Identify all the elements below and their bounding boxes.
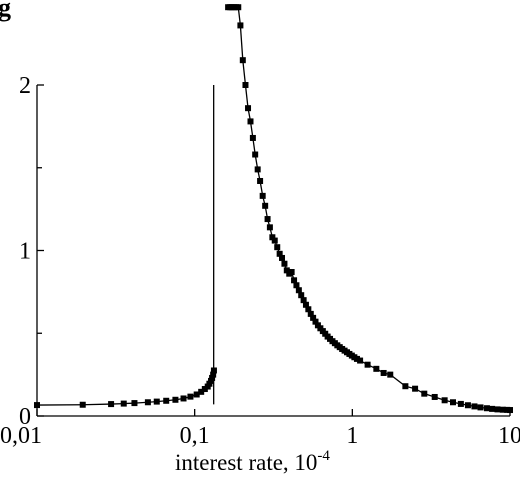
x-tick-label: 0,01 xyxy=(0,423,42,449)
data-point xyxy=(269,234,276,241)
data-point xyxy=(144,399,151,406)
x-tick-label: 0,1 xyxy=(180,423,210,449)
data-point xyxy=(489,405,496,412)
data-point xyxy=(364,361,371,368)
data-point xyxy=(387,371,394,378)
y-tick-label: 2 xyxy=(19,73,31,99)
data-point xyxy=(412,385,419,392)
data-point xyxy=(259,192,266,199)
data-point xyxy=(276,250,283,257)
data-point xyxy=(209,374,216,381)
data-point xyxy=(249,134,256,141)
x-ticks: 0,01 0,1 1 10 xyxy=(0,409,520,449)
data-point xyxy=(402,383,409,390)
data-point xyxy=(307,310,314,317)
data-point xyxy=(457,400,464,407)
y-tick-label: 1 xyxy=(19,239,31,265)
data-point xyxy=(431,393,438,400)
data-point xyxy=(450,399,456,406)
figure-title: g xyxy=(0,0,11,22)
data-point xyxy=(302,301,309,308)
data-point xyxy=(357,357,364,364)
plot-series xyxy=(34,4,513,414)
data-point xyxy=(120,400,127,407)
data-point xyxy=(235,4,242,11)
data-point xyxy=(499,406,506,413)
data-point xyxy=(198,388,205,395)
data-point xyxy=(262,202,269,209)
data-point xyxy=(239,57,246,64)
data-point xyxy=(108,401,115,408)
data-point xyxy=(494,406,501,413)
figure-title-prefix: g xyxy=(0,0,11,22)
data-point xyxy=(131,400,138,407)
data-point xyxy=(34,402,40,409)
x-axis-label-text: interest rate, 10 xyxy=(175,450,317,475)
data-point xyxy=(291,277,298,284)
data-point xyxy=(172,396,179,403)
data-point xyxy=(210,367,217,374)
data-point xyxy=(421,390,428,397)
data-point xyxy=(210,371,217,378)
data-point xyxy=(252,151,259,158)
data-point xyxy=(288,269,295,276)
data-point xyxy=(373,365,380,372)
data-point xyxy=(257,177,264,184)
data-point xyxy=(298,292,305,299)
data-point xyxy=(507,407,513,414)
x-tick-label: 10 xyxy=(498,423,520,449)
data-point xyxy=(477,404,484,411)
data-point xyxy=(163,397,170,404)
y-ticks: 0 1 2 xyxy=(19,73,44,430)
data-point xyxy=(310,314,317,321)
x-axis-label: interest rate, 10-4 xyxy=(175,448,330,475)
data-point xyxy=(295,287,302,294)
data-point xyxy=(153,398,160,405)
data-point xyxy=(281,260,288,267)
x-tick-label: 1 xyxy=(346,423,358,449)
data-point xyxy=(266,224,273,231)
data-point xyxy=(193,391,200,398)
data-point xyxy=(441,397,448,404)
data-point xyxy=(245,105,252,112)
data-point xyxy=(279,254,285,261)
data-point xyxy=(264,216,271,223)
y-tick-label: 0 xyxy=(19,404,31,430)
data-point xyxy=(247,118,254,125)
series-line-2 xyxy=(228,6,511,411)
series-line-1 xyxy=(36,370,215,406)
data-point xyxy=(464,402,471,409)
data-point xyxy=(237,22,244,29)
data-point xyxy=(271,237,278,244)
data-point xyxy=(180,395,187,402)
x-axis-label-exponent: -4 xyxy=(317,448,330,464)
data-point xyxy=(293,282,300,289)
data-point xyxy=(380,369,387,376)
data-point xyxy=(187,393,194,400)
data-point xyxy=(305,306,312,313)
data-point xyxy=(254,166,261,173)
data-point xyxy=(274,244,281,251)
data-point xyxy=(300,297,307,304)
data-point xyxy=(353,355,360,362)
data-point xyxy=(242,82,249,88)
data-point xyxy=(471,403,478,410)
data-point xyxy=(79,401,86,408)
data-point xyxy=(283,267,290,274)
data-point xyxy=(483,405,490,412)
data-point xyxy=(312,318,319,325)
